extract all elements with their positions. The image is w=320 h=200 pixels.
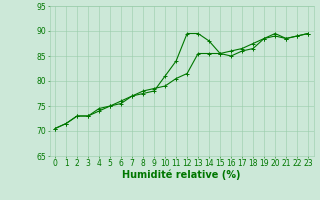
X-axis label: Humidité relative (%): Humidité relative (%) [122,170,241,180]
